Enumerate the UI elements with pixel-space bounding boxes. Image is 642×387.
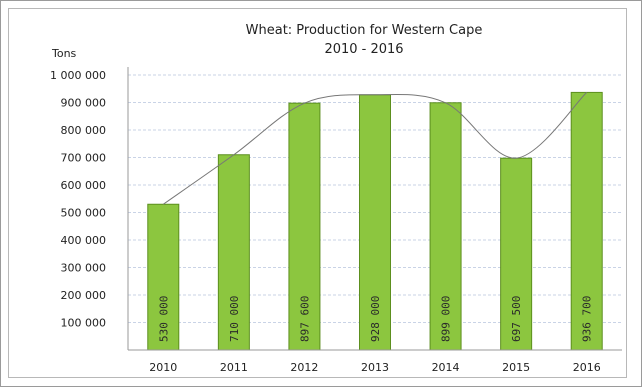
y-tick-label: 300 000	[61, 262, 107, 275]
bar-value-label: 710 000	[228, 296, 241, 342]
bar	[359, 94, 391, 351]
bar-value-label: 697 500	[510, 296, 523, 342]
bar-value-label: 897 600	[298, 296, 311, 342]
y-tick-label: 900 000	[61, 97, 107, 110]
y-axis-unit-label: Tons	[51, 47, 77, 60]
bar	[217, 154, 250, 351]
y-tick-label: 700 000	[61, 152, 107, 165]
bar	[288, 102, 321, 351]
y-tick-label: 1 000 000	[50, 69, 106, 82]
bar-value-label: 899 000	[440, 296, 453, 342]
x-tick-label: 2016	[573, 361, 601, 374]
bars: 530 000 710 000 897 600 928 000 899 000 697 5…	[147, 91, 603, 351]
x-tick-label: 2015	[502, 361, 530, 374]
y-tick-label: 400 000	[61, 234, 107, 247]
y-tick-label: 200 000	[61, 289, 107, 302]
y-tick-label: 100 000	[61, 317, 107, 330]
y-tick-label: 500 000	[61, 207, 107, 220]
chart-title: Wheat: Production for Western Cape	[246, 23, 483, 38]
chart-subtitle: 2010 - 2016	[324, 42, 403, 57]
y-tick-label: 800 000	[61, 124, 107, 137]
y-tick-label: 600 000	[61, 179, 107, 192]
bar-value-label: 936 700	[581, 296, 594, 342]
bar-value-label: 530 000	[157, 296, 170, 342]
x-tick-label: 2014	[432, 361, 460, 374]
axes: 100 000 200 000 300 000 400 000 500 000 600 0…	[50, 67, 622, 374]
bar	[570, 91, 603, 351]
x-tick-label: 2013	[361, 361, 389, 374]
x-tick-label: 2010	[149, 361, 177, 374]
bar	[429, 102, 462, 351]
trendline	[162, 92, 588, 205]
bar-value-label: 928 000	[369, 296, 382, 342]
x-tick-label: 2011	[220, 361, 248, 374]
x-tick-label: 2012	[290, 361, 318, 374]
